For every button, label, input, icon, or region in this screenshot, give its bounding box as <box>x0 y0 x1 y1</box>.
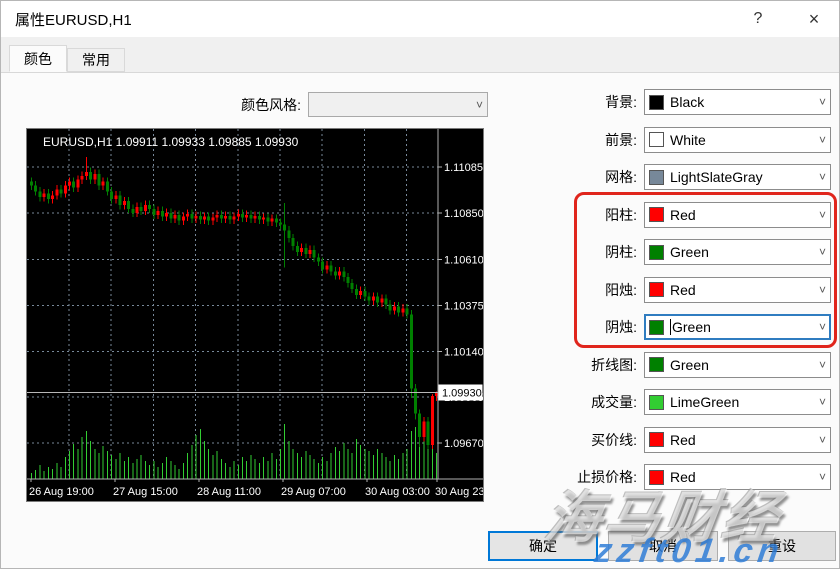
color-combobox-4[interactable]: Green ˅ <box>644 239 831 265</box>
color-combobox-9[interactable]: Red ˅ <box>644 426 831 453</box>
color-scheme-combobox[interactable]: ˅ <box>308 92 488 117</box>
chevron-down-icon: ˅ <box>818 282 826 297</box>
chevron-down-icon: ˅ <box>818 245 826 259</box>
setting-label: 阳烛: <box>605 281 637 298</box>
title-bar: 属性EURUSD,H1 ? × <box>1 1 839 37</box>
color-swatch <box>649 169 664 185</box>
color-swatch <box>649 469 664 485</box>
color-combobox-7[interactable]: Green ˅ <box>644 351 831 378</box>
color-swatch <box>649 244 664 260</box>
color-value: White <box>670 131 706 148</box>
text-caret <box>670 319 671 335</box>
color-value: Green <box>670 244 709 260</box>
cancel-button[interactable]: 取消 <box>608 531 718 561</box>
chart-preview-panel: 1.110851.108501.106101.103751.101401.099… <box>26 128 485 502</box>
color-swatch <box>649 132 664 147</box>
color-value: LimeGreen <box>670 394 740 410</box>
color-combobox-3[interactable]: Red ˅ <box>644 201 831 228</box>
chevron-down-icon: ˅ <box>475 97 483 112</box>
chevron-down-icon: ˅ <box>818 320 826 334</box>
color-swatch <box>649 282 664 297</box>
color-combobox-5[interactable]: Red ˅ <box>644 276 831 303</box>
color-swatch <box>649 357 664 372</box>
color-combobox-8[interactable]: LimeGreen ˅ <box>644 389 831 415</box>
color-value: Red <box>670 281 696 298</box>
chevron-down-icon: ˅ <box>818 170 826 184</box>
color-value: Red <box>670 206 696 223</box>
color-swatch <box>649 432 664 447</box>
color-combobox-2[interactable]: LightSlateGray ˅ <box>644 164 831 190</box>
reset-button[interactable]: 重设 <box>728 531 836 561</box>
setting-label: 阴烛: <box>605 319 637 335</box>
ok-button[interactable]: 确定 <box>488 531 598 561</box>
color-value: Green <box>670 356 709 373</box>
tab-strip: 颜色 常用 <box>1 37 839 73</box>
color-swatch <box>649 207 664 222</box>
tab-colors[interactable]: 颜色 <box>9 45 67 72</box>
color-combobox-0[interactable]: Black ˅ <box>644 89 831 115</box>
setting-label: 网格: <box>605 169 637 185</box>
setting-label: 背景: <box>605 94 637 110</box>
help-icon[interactable]: ? <box>753 10 763 27</box>
color-value: Black <box>670 94 705 110</box>
chevron-down-icon: ˅ <box>818 207 826 222</box>
chevron-down-icon: ˅ <box>818 357 826 372</box>
color-combobox-6[interactable]: Green ˅ <box>644 314 831 340</box>
chevron-down-icon: ˅ <box>818 132 826 147</box>
color-value: LightSlateGray <box>670 169 763 185</box>
color-combobox-10[interactable]: Red ˅ <box>644 464 831 490</box>
setting-label: 止损价格: <box>577 469 637 485</box>
setting-label: 阳柱: <box>605 206 637 223</box>
color-value: Green <box>672 319 711 335</box>
setting-label: 成交量: <box>591 394 637 410</box>
chevron-down-icon: ˅ <box>818 432 826 447</box>
chevron-down-icon: ˅ <box>818 470 826 484</box>
dialog-title: 属性EURUSD,H1 <box>15 12 132 29</box>
chevron-down-icon: ˅ <box>818 395 826 409</box>
color-swatch <box>649 394 664 410</box>
color-value: Red <box>670 469 696 485</box>
setting-label: 前景: <box>605 131 637 148</box>
chevron-down-icon: ˅ <box>818 95 826 109</box>
setting-label: 折线图: <box>591 356 637 373</box>
color-swatch <box>649 319 664 335</box>
chart-preview: 1.110851.108501.106101.103751.101401.099… <box>27 129 485 501</box>
tab-common[interactable]: 常用 <box>67 48 125 72</box>
setting-label: 阴柱: <box>605 244 637 260</box>
setting-label: 买价线: <box>591 431 637 448</box>
color-value: Red <box>670 431 696 448</box>
color-combobox-1[interactable]: White ˅ <box>644 126 831 153</box>
color-scheme-label: 颜色风格: <box>241 97 301 113</box>
color-swatch <box>649 94 664 110</box>
close-icon[interactable]: × <box>808 8 820 29</box>
